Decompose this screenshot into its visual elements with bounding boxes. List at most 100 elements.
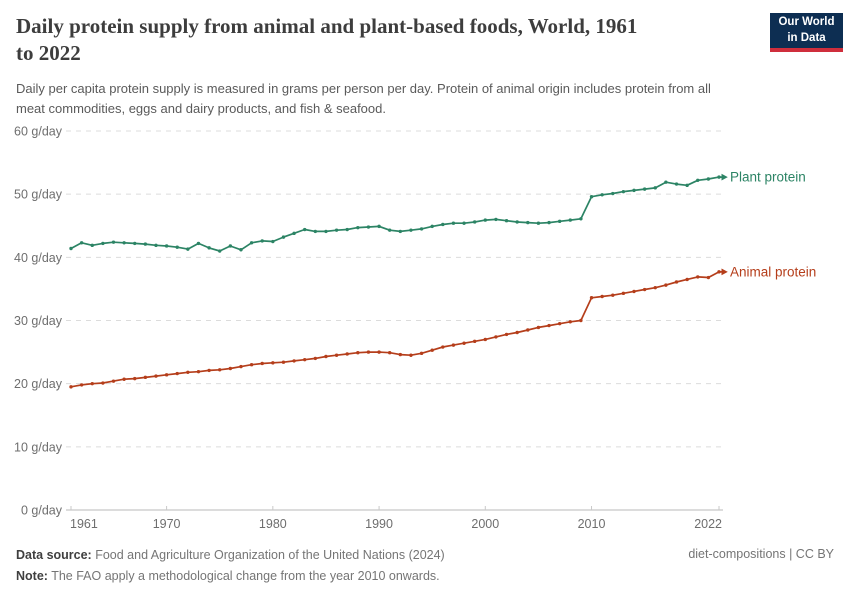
- animal-protein-line[interactable]: [70, 271, 720, 388]
- animal-protein-point-1991[interactable]: [387, 351, 392, 355]
- animal-protein-point-1998[interactable]: [462, 341, 466, 345]
- plant-protein-point-1976[interactable]: [228, 244, 233, 248]
- plant-protein-point-1966[interactable]: [122, 241, 126, 245]
- animal-protein-point-1965[interactable]: [111, 379, 116, 383]
- plant-protein-point-1993[interactable]: [409, 228, 413, 232]
- plant-protein-point-1968[interactable]: [143, 242, 148, 246]
- plant-protein-point-2014[interactable]: [632, 188, 636, 193]
- plant-protein-point-2005[interactable]: [536, 221, 541, 225]
- animal-protein-point-1974[interactable]: [207, 368, 211, 373]
- animal-protein-point-2000[interactable]: [483, 337, 487, 342]
- plant-protein-point-1973[interactable]: [196, 241, 201, 246]
- plant-protein-point-2015[interactable]: [642, 187, 647, 191]
- plant-protein-point-2006[interactable]: [547, 220, 551, 225]
- animal-protein-point-2010[interactable]: [589, 296, 594, 300]
- animal-protein-point-1976[interactable]: [228, 366, 233, 371]
- animal-protein-point-1968[interactable]: [143, 375, 148, 380]
- owid-logo[interactable]: Our World in Data: [770, 13, 843, 52]
- animal-protein-point-1966[interactable]: [122, 377, 126, 381]
- plant-protein-point-1999[interactable]: [472, 220, 477, 224]
- animal-protein-point-1989[interactable]: [366, 350, 371, 354]
- animal-protein-point-1984[interactable]: [313, 356, 318, 361]
- animal-protein-point-1967[interactable]: [133, 376, 137, 381]
- plant-protein-point-1980[interactable]: [271, 239, 275, 244]
- plant-protein-point-1992[interactable]: [398, 229, 403, 234]
- animal-protein-point-2014[interactable]: [632, 289, 636, 294]
- animal-protein-point-1987[interactable]: [345, 352, 349, 356]
- plant-protein-point-1969[interactable]: [154, 243, 158, 248]
- plant-protein-point-2018[interactable]: [674, 182, 679, 186]
- plant-protein-point-2019[interactable]: [685, 183, 689, 188]
- plant-protein-point-2003[interactable]: [515, 220, 519, 224]
- plant-protein-point-1971[interactable]: [175, 245, 179, 249]
- plant-protein-point-1998[interactable]: [462, 221, 466, 225]
- animal-protein-point-2006[interactable]: [547, 323, 551, 328]
- plant-protein-point-2013[interactable]: [621, 189, 626, 194]
- animal-protein-point-1996[interactable]: [441, 345, 445, 349]
- animal-protein-point-2015[interactable]: [642, 287, 647, 292]
- plant-protein-point-2020[interactable]: [696, 178, 700, 182]
- plant-protein-point-2016[interactable]: [653, 186, 657, 190]
- animal-protein-point-1994[interactable]: [419, 351, 424, 356]
- animal-protein-point-1990[interactable]: [377, 350, 381, 354]
- animal-protein-point-2011[interactable]: [600, 294, 604, 299]
- animal-protein-point-2021[interactable]: [706, 275, 711, 280]
- plant-protein-point-1984[interactable]: [313, 229, 318, 234]
- plant-protein-point-1977[interactable]: [239, 248, 243, 252]
- animal-protein-point-2013[interactable]: [621, 291, 626, 296]
- animal-protein-point-2012[interactable]: [611, 293, 615, 297]
- plant-protein-point-2007[interactable]: [557, 219, 562, 224]
- plant-protein-point-1963[interactable]: [90, 243, 94, 248]
- plant-protein-point-1978[interactable]: [249, 241, 254, 245]
- plant-protein-point-1982[interactable]: [292, 231, 296, 236]
- animal-protein-point-2002[interactable]: [504, 332, 509, 337]
- animal-protein-point-2020[interactable]: [696, 275, 700, 279]
- plant-protein-point-1974[interactable]: [207, 246, 211, 250]
- animal-protein-point-1995[interactable]: [430, 348, 434, 352]
- animal-protein-point-1997[interactable]: [451, 343, 456, 347]
- plant-protein-point-1988[interactable]: [356, 225, 360, 230]
- plant-protein-point-1985[interactable]: [324, 229, 328, 234]
- animal-protein-point-2009[interactable]: [579, 318, 583, 323]
- plant-protein-point-1989[interactable]: [366, 225, 371, 229]
- plant-protein-point-2010[interactable]: [589, 194, 594, 199]
- animal-protein-point-1988[interactable]: [356, 351, 360, 355]
- plant-protein-point-2011[interactable]: [600, 193, 604, 197]
- plant-protein-point-1967[interactable]: [133, 241, 137, 246]
- plant-protein-point-1996[interactable]: [441, 222, 445, 227]
- plant-protein-point-1964[interactable]: [101, 241, 105, 246]
- animal-protein-point-1978[interactable]: [249, 363, 254, 367]
- plant-protein-line[interactable]: [70, 176, 720, 252]
- plant-protein-point-1965[interactable]: [111, 240, 116, 244]
- plant-protein-point-1962[interactable]: [79, 241, 84, 245]
- plant-protein-point-2000[interactable]: [483, 218, 487, 222]
- animal-protein-point-2008[interactable]: [568, 320, 572, 324]
- animal-protein-point-2007[interactable]: [557, 321, 562, 326]
- plant-protein-point-2002[interactable]: [504, 218, 509, 223]
- plant-protein-point-2001[interactable]: [494, 217, 498, 222]
- animal-protein-point-2001[interactable]: [494, 335, 498, 339]
- animal-protein-point-1985[interactable]: [324, 354, 328, 359]
- plant-protein-point-1986[interactable]: [334, 228, 339, 232]
- plant-protein-point-2017[interactable]: [664, 180, 668, 184]
- plant-protein-point-1983[interactable]: [303, 227, 307, 232]
- plant-protein-point-2008[interactable]: [568, 218, 572, 222]
- animal-protein-point-1983[interactable]: [303, 357, 307, 362]
- plant-protein-point-1991[interactable]: [387, 228, 392, 232]
- plant-protein-point-2004[interactable]: [526, 220, 530, 225]
- plant-protein-point-1995[interactable]: [430, 224, 434, 229]
- plant-protein-point-1972[interactable]: [186, 247, 190, 251]
- animal-protein-point-2004[interactable]: [526, 328, 530, 332]
- animal-protein-point-1986[interactable]: [334, 353, 339, 357]
- animal-protein-point-1962[interactable]: [79, 383, 84, 387]
- plant-protein-point-1990[interactable]: [377, 224, 381, 229]
- animal-protein-point-2016[interactable]: [653, 285, 657, 290]
- animal-protein-point-1980[interactable]: [271, 361, 275, 365]
- animal-protein-point-2005[interactable]: [536, 325, 541, 330]
- animal-protein-point-2003[interactable]: [515, 330, 519, 335]
- animal-protein-point-1975[interactable]: [218, 368, 222, 372]
- plant-protein-point-1997[interactable]: [451, 221, 456, 225]
- animal-protein-point-1961[interactable]: [69, 385, 73, 389]
- animal-protein-point-1999[interactable]: [472, 339, 477, 344]
